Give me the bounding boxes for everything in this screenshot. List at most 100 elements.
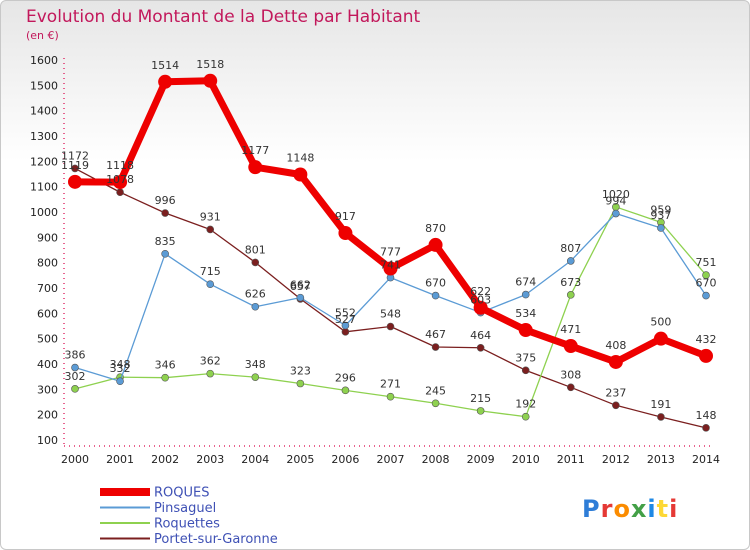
data-point bbox=[473, 300, 488, 315]
data-point bbox=[431, 343, 440, 351]
data-point bbox=[251, 258, 260, 267]
data-label: 302 bbox=[65, 370, 86, 383]
data-point bbox=[251, 373, 260, 381]
data-point bbox=[476, 407, 485, 415]
data-label: 670 bbox=[696, 277, 717, 290]
data-label: 741 bbox=[380, 259, 401, 272]
data-label: 237 bbox=[605, 386, 626, 399]
data-point bbox=[699, 348, 713, 363]
data-point bbox=[563, 339, 578, 354]
data-point bbox=[386, 392, 395, 401]
data-label: 674 bbox=[515, 276, 536, 289]
data-label: 308 bbox=[560, 368, 581, 381]
data-label: 937 bbox=[650, 209, 671, 222]
data-point bbox=[521, 366, 530, 375]
data-point bbox=[521, 412, 530, 421]
y-tick-label: 200 bbox=[37, 409, 58, 422]
data-label: 751 bbox=[696, 256, 717, 269]
data-point bbox=[206, 369, 215, 378]
data-point bbox=[476, 343, 485, 352]
data-label: 1119 bbox=[61, 159, 89, 172]
data-label: 959 bbox=[650, 203, 671, 216]
data-point bbox=[116, 188, 124, 197]
data-label: 467 bbox=[425, 328, 446, 341]
x-tick-label: 2008 bbox=[422, 453, 450, 466]
x-tick-label: 2002 bbox=[151, 453, 179, 466]
data-label: 215 bbox=[470, 392, 491, 405]
y-tick-label: 700 bbox=[37, 282, 58, 295]
data-point bbox=[341, 386, 350, 395]
data-label: 603 bbox=[470, 294, 491, 307]
x-tick-label: 2000 bbox=[61, 453, 89, 466]
y-tick-label: 1500 bbox=[30, 79, 58, 92]
data-point bbox=[68, 174, 82, 189]
data-point bbox=[518, 323, 533, 338]
data-point bbox=[566, 383, 575, 392]
legend-label: ROQUES bbox=[154, 486, 209, 501]
x-tick-label: 2010 bbox=[512, 453, 540, 466]
data-point bbox=[203, 73, 218, 88]
data-point bbox=[71, 164, 79, 173]
data-label: 362 bbox=[200, 355, 221, 368]
data-label: 1078 bbox=[106, 173, 134, 186]
x-tick-label: 2007 bbox=[377, 453, 405, 466]
data-label: 622 bbox=[470, 285, 491, 298]
x-tick-label: 2014 bbox=[692, 453, 720, 466]
legend: ROQUESPinsaguelRoquettesPortet-sur-Garon… bbox=[100, 486, 278, 547]
data-point bbox=[702, 424, 710, 432]
logo-letter: o bbox=[613, 495, 631, 523]
data-label: 931 bbox=[200, 210, 221, 223]
logo-letter: x bbox=[631, 495, 647, 523]
data-point bbox=[116, 377, 124, 386]
y-tick-label: 1600 bbox=[30, 54, 58, 67]
data-label: 996 bbox=[155, 194, 176, 207]
data-point bbox=[296, 379, 305, 388]
axes: 1002003004005006007008009001000110012001… bbox=[30, 54, 720, 466]
data-point bbox=[608, 354, 623, 369]
proxiti-logo: Proxiti bbox=[582, 495, 678, 523]
logo-letter: P bbox=[582, 495, 601, 523]
data-point bbox=[71, 385, 79, 393]
x-tick-label: 2001 bbox=[106, 453, 134, 466]
data-label: 917 bbox=[335, 210, 356, 223]
y-tick-label: 1300 bbox=[30, 130, 58, 143]
data-label: 670 bbox=[425, 277, 446, 290]
data-point bbox=[161, 209, 169, 217]
y-tick-label: 1200 bbox=[30, 155, 58, 168]
data-point bbox=[158, 74, 173, 89]
data-point bbox=[702, 271, 710, 279]
y-tick-label: 1400 bbox=[30, 105, 58, 118]
x-tick-label: 2011 bbox=[557, 453, 585, 466]
y-tick-label: 500 bbox=[37, 333, 58, 346]
data-label: 807 bbox=[560, 242, 581, 255]
y-tick-label: 400 bbox=[37, 358, 58, 371]
data-point bbox=[521, 290, 530, 299]
data-label: 1118 bbox=[106, 159, 134, 172]
data-label: 835 bbox=[155, 235, 176, 248]
data-label: 1177 bbox=[241, 144, 269, 157]
y-tick-label: 1000 bbox=[30, 206, 58, 219]
data-label: 386 bbox=[65, 349, 86, 362]
data-label: 1172 bbox=[61, 149, 89, 162]
data-point bbox=[612, 209, 620, 218]
data-label: 1514 bbox=[151, 59, 179, 72]
data-point bbox=[657, 413, 665, 421]
x-tick-label: 2005 bbox=[286, 453, 314, 466]
y-tick-label: 600 bbox=[37, 307, 58, 320]
data-label: 1020 bbox=[602, 188, 630, 201]
data-label: 1518 bbox=[196, 58, 224, 71]
data-label: 464 bbox=[470, 329, 491, 342]
data-label: 471 bbox=[560, 323, 581, 336]
data-label: 245 bbox=[425, 384, 446, 397]
x-tick-label: 2004 bbox=[241, 453, 269, 466]
data-label: 348 bbox=[245, 358, 266, 371]
svg-text:Proxiti: Proxiti bbox=[582, 495, 678, 523]
x-tick-label: 2003 bbox=[196, 453, 224, 466]
data-label: 500 bbox=[650, 316, 671, 329]
data-label: 527 bbox=[335, 313, 356, 326]
data-point bbox=[161, 373, 169, 382]
data-point bbox=[612, 401, 620, 410]
data-label: 534 bbox=[515, 307, 536, 320]
data-point bbox=[657, 224, 665, 232]
